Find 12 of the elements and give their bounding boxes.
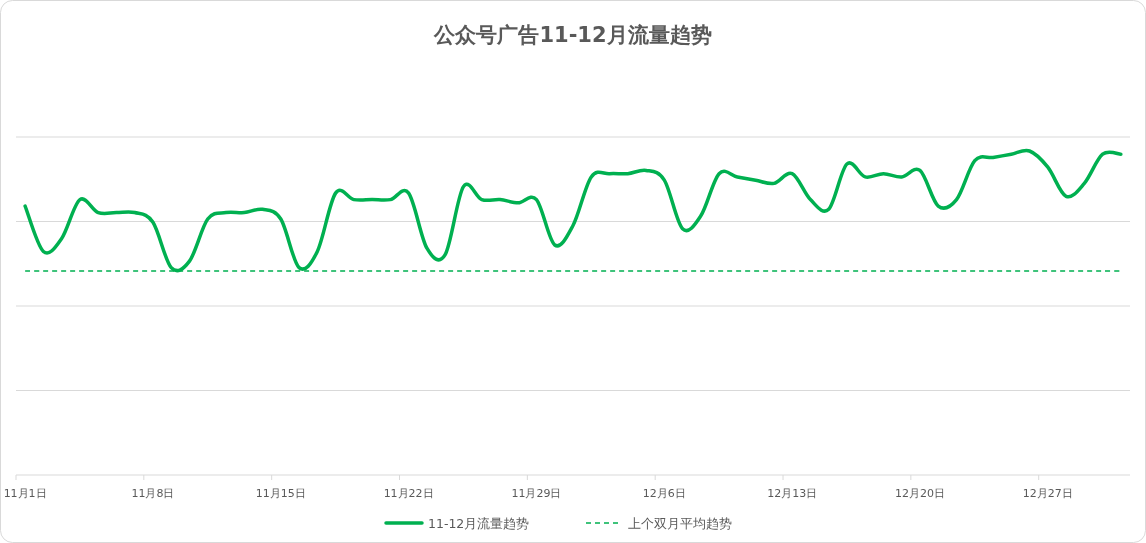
title: 公众号广告11-12月流量趋势	[434, 23, 712, 47]
x-tick-label: 11月1日	[3, 487, 47, 500]
x-tick-label: 11月15日	[255, 487, 306, 500]
x-tick-label: 11月8日	[131, 487, 175, 500]
x-tick-label: 12月6日	[642, 487, 686, 500]
x-tick-label: 12月20日	[895, 487, 945, 500]
x-tick-label: 12月13日	[767, 487, 818, 500]
legend-label: 上个双月平均趋势	[628, 515, 732, 531]
x-tick-label: 12月27日	[1022, 487, 1073, 500]
x-tick-label: 11月22日	[383, 487, 434, 500]
x-tick-label: 11月29日	[511, 487, 562, 500]
legend-label: 11-12月流量趋势	[428, 515, 530, 531]
